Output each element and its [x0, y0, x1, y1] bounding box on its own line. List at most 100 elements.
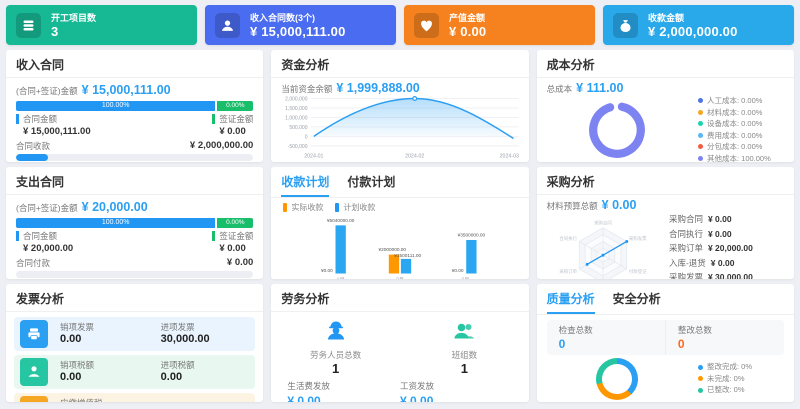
- contract-amount-line: (合同+签证)金额 ¥ 15,000,111.00: [16, 83, 253, 97]
- legend-label: 费用成本: 0.00%: [707, 130, 763, 140]
- list-item: 合同执行 ¥ 0.00: [669, 227, 784, 242]
- card-title: 发票分析: [6, 284, 264, 312]
- payout-value: ¥ 0.00: [400, 394, 434, 402]
- funds-line-chart: 2,000,000 1,500,000 1,000,000 500,000 0 …: [271, 95, 528, 162]
- receipt-progress-fill: [16, 154, 48, 161]
- item-value: ¥ 30,000.00: [707, 272, 753, 279]
- expense-contract-card: 支出合同 (合同+签证)金额 ¥ 20,000.00 100.00% 0.00% …: [6, 167, 264, 279]
- kpi-label: 开工项目数: [51, 12, 97, 23]
- legend-label: 设备成本: 0.00%: [707, 119, 763, 128]
- funds-balance-line: 当前资金余额 ¥ 1,999,888.00: [271, 78, 528, 95]
- payout-value: ¥ 0.00: [287, 394, 321, 402]
- item-label: 入库-退货: [668, 257, 706, 268]
- stat-label: 劳务人员总数: [310, 350, 362, 360]
- labor-stat-teams: 班组数 1: [400, 318, 529, 376]
- contract-payment-row: 合同付款 ¥ 0.00: [16, 257, 253, 269]
- budget-label: 材料预算总额: [546, 201, 598, 211]
- metric-label: 销项税额: [60, 360, 95, 370]
- moneybag-icon: [613, 12, 638, 38]
- metric-label: 进项税额: [160, 360, 195, 370]
- metric-value: 0.00: [160, 371, 183, 383]
- metric-label: 应缴增值税: [60, 398, 149, 402]
- invoice-row: 增 应缴增值税 0.00: [14, 393, 256, 402]
- legend-dot: [698, 121, 703, 127]
- visa-label: 签证金额: [212, 114, 253, 124]
- item-value: ¥ 0.00: [707, 228, 732, 239]
- amount-label: (合同+签证)金额: [16, 86, 78, 96]
- radar-axis-label: 合同执行: [559, 234, 577, 241]
- invoice-metric: 销项发票 0.00: [60, 322, 149, 346]
- legend-label: 计划收款: [343, 203, 376, 212]
- invoice-row: 销项税额 0.00 进项税额 0.00: [14, 355, 256, 389]
- ytick: -500,000: [288, 143, 308, 149]
- invoice-printer-icon: [20, 320, 48, 348]
- kpi-label: 收款金额: [648, 12, 685, 23]
- tab-quality[interactable]: 质量分析: [546, 290, 595, 314]
- plan-legend: 实际收款 计划收款: [271, 198, 528, 213]
- procurement-budget-line: 材料预算总额 ¥ 0.00: [537, 195, 794, 212]
- kpi-value: ¥ 15,000,111.00: [250, 23, 346, 39]
- plan-tabs: 收款计划 付款计划: [271, 167, 529, 198]
- kpi-value: ¥ 0.00: [449, 23, 487, 39]
- legend-dot: [698, 155, 703, 161]
- total-value: ¥ 111.00: [576, 81, 624, 95]
- list-item: 入库-退货 ¥ 0.00: [669, 256, 784, 271]
- legend-dot: [698, 376, 703, 381]
- cost-legend: 人工成本: 0.00% 材料成本: 0.00% 设备成本: 0.00% 费用成本…: [698, 95, 794, 162]
- metric-value: 0.00: [60, 333, 82, 345]
- tab-payment-plan[interactable]: 付款计划: [347, 175, 396, 189]
- payment-value: ¥ 0.00: [226, 257, 254, 268]
- xtick: 2月: [396, 276, 404, 279]
- invoice-analysis-card: 发票分析 销项发票 0.00 进项发票 30,000.00: [6, 284, 264, 402]
- item-label: 采购合同: [668, 214, 703, 224]
- legend-dot: [698, 144, 703, 150]
- item-label: 合同执行: [668, 228, 703, 239]
- ytick: 2,000,000: [285, 96, 308, 102]
- balance-label: 当前资金余额: [281, 84, 333, 94]
- payment-label: 合同付款: [16, 258, 51, 268]
- hand-coin-icon: [20, 358, 48, 386]
- kpi-card-output-value: 产值金额 ¥ 0.00: [404, 5, 595, 45]
- legend-label: 实际收款: [291, 203, 324, 212]
- cost-total-line: 总成本 ¥ 111.00: [537, 78, 794, 95]
- bar-label: ¥1500111.00: [394, 253, 421, 259]
- bar-label: ¥2000000.00: [378, 247, 406, 253]
- legend-item: 人工成本: 0.00%: [698, 95, 784, 107]
- procurement-list: 采购合同 ¥ 0.00 合同执行 ¥ 0.00 采购订单 ¥ 20,000.00 入库…: [669, 212, 794, 279]
- contract-bar-segment: 100.00%: [16, 218, 216, 228]
- kpi-label: 产值金额: [449, 12, 486, 23]
- kpi-card-income-contracts: 收入合同数(3个) ¥ 15,000,111.00: [205, 5, 396, 45]
- list-item: 采购合同 ¥ 0.00: [669, 212, 784, 227]
- amount-label: (合同+签证)金额: [16, 203, 78, 213]
- user-icon: [215, 12, 240, 38]
- legend-mark: [335, 203, 340, 212]
- stat-value: 0: [677, 337, 685, 351]
- legend-label: 其他成本: 100.00%: [707, 153, 771, 163]
- worker-icon: [324, 318, 348, 347]
- card-title: 支出合同: [6, 167, 264, 195]
- team-icon: [452, 318, 476, 347]
- tab-safety[interactable]: 安全分析: [612, 292, 661, 306]
- visa-bar-segment: 0.00%: [217, 101, 254, 111]
- payment-progress-track: [16, 271, 254, 278]
- tab-receipt-plan[interactable]: 收款计划: [281, 173, 330, 197]
- metric-label: 进项发票: [160, 322, 195, 332]
- legend-item: 未完成: 0%: [698, 373, 784, 385]
- stat-rectifications: 整改总数 0: [666, 320, 784, 355]
- item-label: 采购发票: [668, 272, 703, 279]
- income-contract-card: 收入合同 (合同+签证)金额 ¥ 15,000,111.00 100.00% 0.…: [6, 50, 264, 162]
- item-value: ¥ 0.00: [707, 214, 732, 224]
- stat-value: 1: [332, 361, 340, 376]
- stat-label: 整改总数: [677, 325, 712, 335]
- labor-analysis-card: 劳务分析 劳务人员总数 1 班组数 1: [271, 284, 529, 402]
- quality-safety-card: 质量分析 安全分析 检查总数 0 整改总数 0 整改完成: 0% 未完成: 0%: [536, 284, 794, 402]
- invoice-metric: 销项税额 0.00: [60, 360, 149, 384]
- procurement-analysis-card: 采购分析 材料预算总额 ¥ 0.00: [536, 167, 794, 279]
- legend-label: 分包成本: 0.00%: [707, 142, 763, 151]
- visa-amount-block: 签证金额 ¥ 0.00: [212, 231, 253, 254]
- amount-value: ¥ 15,000,111.00: [81, 83, 171, 97]
- stat-value: 1: [460, 361, 468, 376]
- bar-label: ¥3500000.00: [458, 233, 486, 239]
- legend-item: 费用成本: 0.00%: [698, 130, 784, 142]
- list-item: 采购发票 ¥ 30,000.00: [669, 270, 784, 279]
